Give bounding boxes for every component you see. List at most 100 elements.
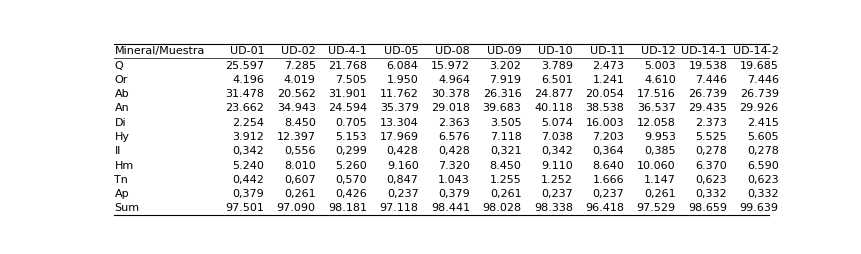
Text: 7.285: 7.285	[283, 61, 315, 71]
Text: 98.028: 98.028	[482, 203, 521, 213]
Text: Mineral/Muestra: Mineral/Muestra	[115, 46, 205, 56]
Text: 6.370: 6.370	[695, 161, 727, 170]
Text: 8.640: 8.640	[592, 161, 623, 170]
Text: 97.501: 97.501	[225, 203, 264, 213]
Text: 0,428: 0,428	[387, 146, 418, 156]
Text: 3.505: 3.505	[489, 118, 521, 128]
Text: UD-01: UD-01	[229, 46, 264, 56]
Text: 7.505: 7.505	[335, 75, 367, 85]
Text: 1.252: 1.252	[541, 175, 573, 185]
Text: 9.160: 9.160	[387, 161, 418, 170]
Text: 4.019: 4.019	[283, 75, 315, 85]
Text: 25.597: 25.597	[225, 61, 264, 71]
Text: 99.639: 99.639	[739, 203, 777, 213]
Text: UD-14-2: UD-14-2	[732, 46, 777, 56]
Text: 0,261: 0,261	[643, 189, 675, 199]
Text: 36.537: 36.537	[636, 103, 675, 114]
Text: 0,332: 0,332	[695, 189, 727, 199]
Text: 20.054: 20.054	[585, 89, 623, 99]
Text: 5.003: 5.003	[643, 61, 675, 71]
Text: 26.739: 26.739	[739, 89, 777, 99]
Text: 26.739: 26.739	[687, 89, 727, 99]
Text: An: An	[115, 103, 129, 114]
Text: Hy: Hy	[115, 132, 129, 142]
Text: 12.058: 12.058	[636, 118, 675, 128]
Text: UD-02: UD-02	[281, 46, 315, 56]
Text: 0,379: 0,379	[232, 189, 264, 199]
Text: Sum: Sum	[115, 203, 139, 213]
Text: 29.926: 29.926	[739, 103, 777, 114]
Text: Hm: Hm	[115, 161, 133, 170]
Text: 34.943: 34.943	[276, 103, 315, 114]
Text: UD-08: UD-08	[435, 46, 469, 56]
Text: 16.003: 16.003	[585, 118, 623, 128]
Text: 29.435: 29.435	[687, 103, 727, 114]
Text: UD-12: UD-12	[641, 46, 675, 56]
Text: 0,428: 0,428	[437, 146, 469, 156]
Text: 1.255: 1.255	[489, 175, 521, 185]
Text: 8.450: 8.450	[283, 118, 315, 128]
Text: 7.320: 7.320	[437, 161, 469, 170]
Text: 0,342: 0,342	[541, 146, 573, 156]
Text: 8.450: 8.450	[489, 161, 521, 170]
Text: 5.074: 5.074	[541, 118, 573, 128]
Text: 3.202: 3.202	[489, 61, 521, 71]
Text: 17.516: 17.516	[636, 89, 675, 99]
Text: 0,278: 0,278	[695, 146, 727, 156]
Text: 0,332: 0,332	[746, 189, 777, 199]
Text: 6.501: 6.501	[541, 75, 573, 85]
Text: Tn: Tn	[115, 175, 128, 185]
Text: 0,364: 0,364	[592, 146, 623, 156]
Text: 7.446: 7.446	[746, 75, 777, 85]
Text: 21.768: 21.768	[328, 61, 367, 71]
Text: 30.378: 30.378	[430, 89, 469, 99]
Text: Ap: Ap	[115, 189, 129, 199]
Text: 13.304: 13.304	[380, 118, 418, 128]
Text: Q: Q	[115, 61, 123, 71]
Text: 12.397: 12.397	[276, 132, 315, 142]
Text: 2.363: 2.363	[437, 118, 469, 128]
Text: 3.912: 3.912	[232, 132, 264, 142]
Text: Or: Or	[115, 75, 127, 85]
Text: 0,278: 0,278	[746, 146, 777, 156]
Text: 24.594: 24.594	[328, 103, 367, 114]
Text: 0,623: 0,623	[746, 175, 777, 185]
Text: 10.060: 10.060	[636, 161, 675, 170]
Text: UD-10: UD-10	[537, 46, 573, 56]
Text: 39.683: 39.683	[482, 103, 521, 114]
Text: 38.538: 38.538	[585, 103, 623, 114]
Text: 6.576: 6.576	[437, 132, 469, 142]
Text: 0,847: 0,847	[387, 175, 418, 185]
Text: UD-09: UD-09	[486, 46, 521, 56]
Text: 5.605: 5.605	[746, 132, 777, 142]
Text: 1.241: 1.241	[592, 75, 623, 85]
Text: 9.953: 9.953	[643, 132, 675, 142]
Text: Di: Di	[115, 118, 126, 128]
Text: 31.901: 31.901	[328, 89, 367, 99]
Text: 0,342: 0,342	[232, 146, 264, 156]
Text: Il: Il	[115, 146, 121, 156]
Text: 40.118: 40.118	[534, 103, 573, 114]
Text: 4.196: 4.196	[232, 75, 264, 85]
Text: 29.018: 29.018	[430, 103, 469, 114]
Text: UD-14-1: UD-14-1	[681, 46, 727, 56]
Text: 1.043: 1.043	[437, 175, 469, 185]
Text: 11.762: 11.762	[380, 89, 418, 99]
Text: 0,385: 0,385	[643, 146, 675, 156]
Text: 3.789: 3.789	[541, 61, 573, 71]
Text: 97.529: 97.529	[636, 203, 675, 213]
Text: UD-11: UD-11	[589, 46, 623, 56]
Text: 0,426: 0,426	[335, 189, 367, 199]
Text: 0,237: 0,237	[541, 189, 573, 199]
Text: 26.316: 26.316	[482, 89, 521, 99]
Text: 19.538: 19.538	[688, 61, 727, 71]
Text: 5.240: 5.240	[232, 161, 264, 170]
Text: 2.473: 2.473	[592, 61, 623, 71]
Text: 7.203: 7.203	[592, 132, 623, 142]
Text: 0,237: 0,237	[592, 189, 623, 199]
Text: 15.972: 15.972	[430, 61, 469, 71]
Text: 7.446: 7.446	[695, 75, 727, 85]
Text: 0,237: 0,237	[387, 189, 418, 199]
Text: 1.147: 1.147	[643, 175, 675, 185]
Text: 4.610: 4.610	[643, 75, 675, 85]
